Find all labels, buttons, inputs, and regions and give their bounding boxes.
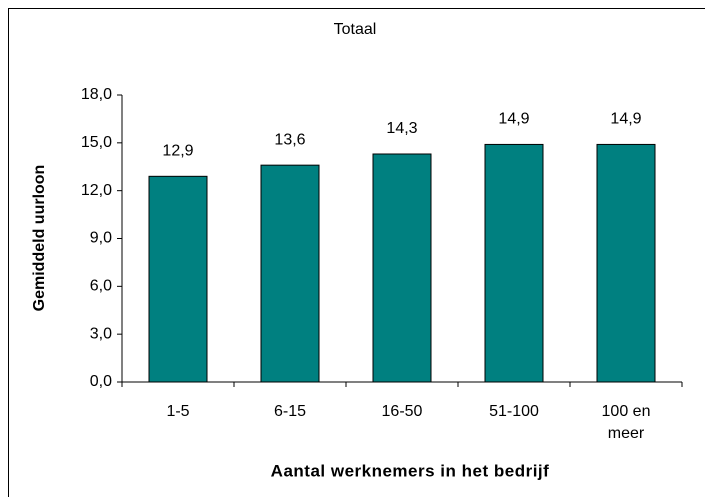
y-axis-label: Gemiddeld uurloon	[31, 165, 48, 312]
y-tick-label: 18,0	[81, 86, 112, 103]
value-label: 14,9	[610, 111, 641, 128]
x-tick-label: 1-5	[166, 403, 190, 420]
y-tick-label: 0,0	[90, 373, 112, 390]
x-tick-label: 51-100	[489, 403, 539, 420]
x-tick-label: 6-15	[273, 403, 307, 420]
value-label: 14,9	[498, 111, 529, 128]
y-tick-label: 15,0	[81, 134, 112, 151]
y-tick-label: 12,0	[81, 182, 112, 199]
x-tick-label: 100 en meer	[601, 403, 651, 442]
value-label: 13,6	[274, 131, 305, 148]
value-label: 14,3	[386, 120, 417, 137]
y-tick-label: 3,0	[90, 325, 112, 342]
x-axis-label: Aantal werknemers in het bedrijf	[271, 461, 550, 480]
bar	[484, 143, 544, 383]
y-tick-label: 9,0	[90, 230, 112, 247]
y-tick-label: 6,0	[90, 278, 112, 295]
bar	[372, 153, 432, 383]
bar	[148, 175, 208, 383]
chart-title: Totaal	[334, 21, 377, 38]
bar	[596, 143, 656, 383]
x-tick-label: 16-50	[381, 403, 423, 420]
chart-frame	[8, 8, 705, 497]
bar	[260, 164, 320, 383]
value-label: 12,9	[162, 143, 193, 160]
